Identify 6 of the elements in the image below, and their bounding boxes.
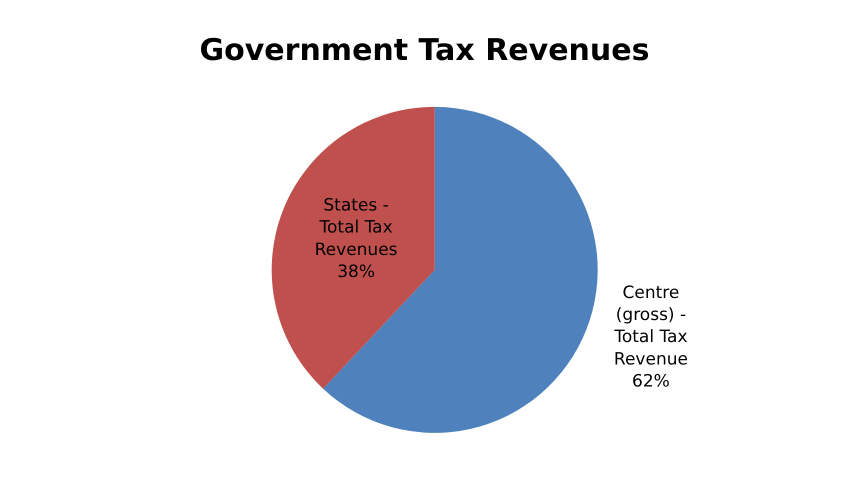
slice-label: Centre (gross) - Total Tax Revenue [613, 283, 688, 370]
data-label: 62% [632, 371, 670, 392]
chart-title: Government Tax Revenues [200, 33, 650, 68]
slice-label: States - Total Tax Revenues [314, 196, 398, 260]
data-label: 38% [337, 262, 375, 282]
pie-slice [272, 106, 435, 389]
